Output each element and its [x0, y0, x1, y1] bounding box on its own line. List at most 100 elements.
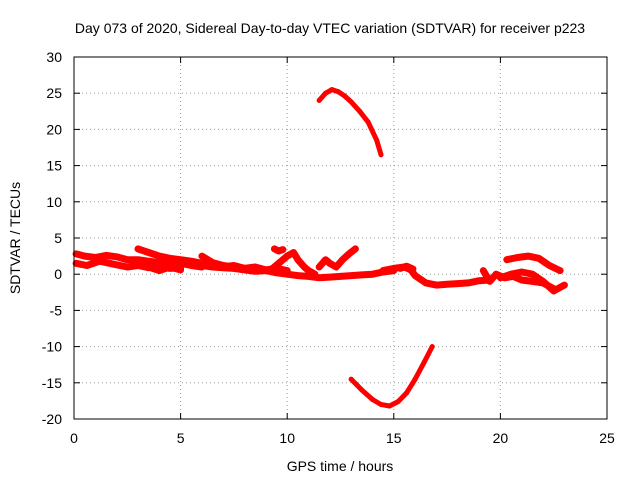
x-tick-label: 10	[279, 430, 295, 446]
y-tick-label: 10	[46, 194, 62, 210]
data-point	[412, 376, 418, 382]
data-point	[342, 93, 348, 99]
data-point	[124, 264, 130, 270]
data-point	[421, 360, 427, 366]
data-point	[295, 257, 301, 263]
data-point	[378, 152, 384, 158]
data-point	[423, 280, 429, 286]
series-line-13	[348, 344, 435, 409]
data-point	[276, 248, 282, 254]
data-point	[146, 250, 152, 255]
data-point	[97, 258, 103, 264]
data-point	[404, 390, 410, 396]
data-point	[323, 90, 329, 96]
data-point	[348, 376, 354, 382]
y-tick-label: -15	[42, 375, 62, 391]
data-point	[280, 247, 286, 253]
data-point	[519, 277, 525, 283]
data-point	[276, 260, 282, 266]
data-point	[252, 264, 258, 270]
data-point	[348, 99, 354, 105]
y-tick-label: -5	[50, 302, 63, 318]
data-point	[561, 282, 567, 288]
data-point	[395, 399, 401, 405]
data-point	[525, 253, 531, 259]
data-point	[508, 271, 514, 277]
data-point	[455, 281, 461, 287]
data-point	[359, 272, 365, 278]
y-tick-label: -10	[42, 339, 62, 355]
data-point	[124, 257, 130, 263]
y-tick-label: 30	[46, 49, 62, 65]
x-tick-label: 20	[493, 430, 509, 446]
data-point	[242, 265, 248, 271]
data-point	[231, 264, 237, 270]
x-tick-label: 5	[177, 430, 185, 446]
data-point	[338, 273, 343, 279]
data-point	[199, 253, 205, 259]
x-axis-label: GPS time / hours	[287, 458, 394, 474]
data-point	[220, 263, 226, 268]
data-point	[387, 403, 392, 409]
data-point	[515, 255, 520, 260]
data-point	[476, 278, 482, 284]
data-point	[329, 87, 335, 93]
data-point	[210, 260, 216, 266]
data-point	[340, 257, 346, 263]
data-point	[327, 274, 333, 280]
data-point	[497, 275, 503, 281]
data-point	[188, 258, 194, 264]
x-tick-label: 15	[386, 430, 402, 446]
data-point	[114, 262, 120, 268]
y-axis-label: SDTVAR / TECUs	[7, 182, 23, 294]
data-point	[404, 263, 410, 269]
data-point	[487, 278, 493, 284]
data-point	[504, 257, 510, 263]
data-point	[529, 271, 535, 277]
data-point	[284, 268, 290, 274]
x-tick-label: 0	[70, 430, 78, 446]
data-point	[410, 266, 416, 272]
series-line-4	[145, 263, 185, 275]
data-point	[346, 251, 352, 257]
data-point	[156, 253, 162, 259]
data-point	[316, 275, 322, 281]
y-tick-label: 5	[54, 230, 62, 246]
data-point	[156, 268, 162, 274]
data-point	[529, 278, 535, 284]
data-point	[178, 257, 184, 263]
data-point	[359, 387, 365, 393]
data-point	[357, 108, 363, 114]
data-point	[370, 397, 375, 402]
data-point	[291, 250, 297, 255]
data-point	[374, 137, 380, 143]
chart-title: Day 073 of 2020, Sidereal Day-to-day VTE…	[75, 20, 585, 36]
y-tick-labels: -20 -15 -10 -5 0 5 10 15 20 25 30	[42, 49, 62, 427]
data-point	[82, 253, 88, 259]
data-point	[333, 264, 339, 270]
data-point	[146, 258, 152, 264]
data-point	[84, 263, 90, 268]
data-point	[540, 278, 546, 284]
data-point	[378, 402, 384, 407]
data-point	[352, 246, 358, 252]
series-line-10	[316, 87, 384, 158]
data-point	[348, 273, 354, 279]
data-point	[551, 288, 557, 294]
data-point	[271, 246, 277, 252]
data-point	[429, 344, 435, 350]
data-point	[335, 89, 341, 95]
data-point	[557, 268, 563, 274]
data-point	[284, 253, 290, 259]
x-tick-labels: 0 5 10 15 20 25	[70, 430, 615, 446]
y-tick-label: 20	[46, 121, 62, 137]
data-point	[519, 269, 525, 275]
y-tick-label: 0	[54, 266, 62, 282]
series-group	[72, 87, 568, 409]
data-point	[380, 268, 386, 274]
data-point	[397, 265, 403, 271]
data-point	[135, 263, 141, 268]
data-point	[199, 263, 205, 268]
data-point	[493, 271, 499, 277]
data-point	[73, 260, 79, 266]
